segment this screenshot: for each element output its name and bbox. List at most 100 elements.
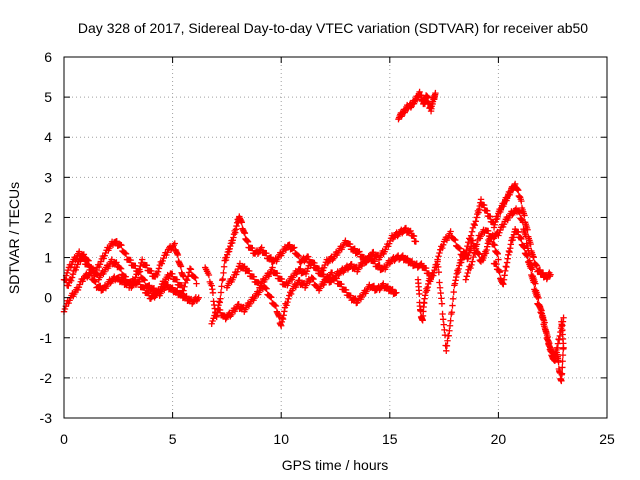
data-point bbox=[244, 238, 252, 245]
data-point bbox=[65, 282, 72, 289]
data-point bbox=[518, 235, 525, 243]
data-point bbox=[148, 267, 155, 275]
data-point bbox=[263, 250, 270, 257]
plot-frame bbox=[63, 56, 608, 419]
data-point bbox=[530, 279, 537, 286]
data-point bbox=[235, 301, 242, 308]
data-point bbox=[76, 248, 83, 255]
data-point bbox=[559, 358, 566, 365]
data-point bbox=[455, 244, 463, 252]
data-point bbox=[467, 232, 475, 239]
data-point bbox=[283, 302, 290, 309]
data-point bbox=[91, 277, 98, 285]
data-point bbox=[267, 254, 275, 261]
y-axis-label: SDTVAR / TECUs bbox=[6, 182, 22, 294]
data-point bbox=[519, 219, 527, 226]
data-point bbox=[435, 268, 443, 276]
data-point bbox=[246, 267, 253, 275]
data-point bbox=[347, 292, 354, 299]
data-point bbox=[356, 248, 363, 255]
series-s10 bbox=[462, 205, 567, 385]
x-tick-label: 5 bbox=[169, 431, 177, 447]
data-point bbox=[521, 244, 528, 251]
data-point bbox=[438, 300, 446, 307]
data-point bbox=[471, 250, 479, 257]
data-point bbox=[495, 256, 502, 263]
data-point bbox=[560, 314, 567, 321]
series-s7 bbox=[395, 88, 439, 123]
data-point bbox=[370, 248, 377, 256]
data-point bbox=[527, 264, 534, 272]
data-point bbox=[195, 294, 202, 301]
data-point bbox=[267, 293, 274, 300]
y-tick-label: 2 bbox=[44, 209, 52, 225]
data-point bbox=[258, 244, 265, 251]
x-axis-label: GPS time / hours bbox=[282, 457, 389, 473]
data-point bbox=[338, 281, 345, 288]
data-point bbox=[471, 221, 479, 229]
data-point bbox=[85, 257, 92, 264]
data-point bbox=[193, 280, 200, 287]
data-point bbox=[559, 364, 566, 371]
data-point bbox=[449, 295, 457, 303]
data-point bbox=[515, 187, 522, 194]
data-point bbox=[276, 313, 283, 321]
y-tick-label: 0 bbox=[44, 290, 52, 306]
data-point bbox=[238, 219, 245, 226]
data-point bbox=[464, 242, 471, 250]
data-point bbox=[217, 289, 225, 296]
x-tick-label: 10 bbox=[273, 431, 289, 447]
data-point bbox=[371, 258, 379, 265]
data-point bbox=[268, 294, 275, 301]
data-point bbox=[113, 238, 120, 245]
data-point bbox=[328, 269, 336, 276]
data-point bbox=[295, 252, 303, 260]
data-point bbox=[219, 275, 227, 283]
data-point bbox=[108, 256, 115, 263]
y-tick-label: 1 bbox=[44, 250, 52, 266]
data-point bbox=[136, 266, 143, 273]
data-point bbox=[220, 263, 228, 270]
data-point bbox=[464, 269, 471, 277]
data-point bbox=[530, 254, 537, 261]
y-tick-label: 6 bbox=[44, 49, 52, 65]
data-point bbox=[450, 288, 457, 296]
data-point bbox=[468, 228, 476, 235]
series-s9 bbox=[434, 180, 554, 283]
data-point bbox=[496, 268, 503, 276]
data-point bbox=[241, 263, 248, 270]
data-point bbox=[135, 269, 142, 276]
data-point bbox=[191, 273, 198, 281]
data-point bbox=[404, 255, 411, 262]
data-point bbox=[439, 244, 446, 252]
data-point bbox=[192, 274, 199, 282]
data-point bbox=[217, 295, 224, 302]
data-point bbox=[263, 285, 270, 292]
data-point bbox=[449, 302, 456, 309]
data-point bbox=[484, 227, 492, 235]
data-point bbox=[220, 269, 227, 277]
data-point bbox=[117, 265, 125, 272]
data-point bbox=[536, 303, 544, 310]
data-point bbox=[121, 249, 129, 257]
data-point bbox=[273, 270, 281, 277]
x-tick-label: 0 bbox=[60, 431, 68, 447]
data-point bbox=[115, 274, 123, 281]
data-point bbox=[448, 309, 456, 316]
data-point bbox=[183, 293, 190, 300]
data-point bbox=[494, 250, 501, 258]
data-point bbox=[272, 302, 280, 310]
series-s5 bbox=[208, 269, 400, 329]
data-point bbox=[424, 94, 431, 101]
data-point bbox=[296, 276, 303, 284]
data-point bbox=[518, 197, 525, 205]
data-point bbox=[555, 358, 562, 366]
data-point bbox=[86, 269, 94, 276]
data-point bbox=[169, 284, 176, 291]
data-point bbox=[472, 245, 480, 253]
data-point bbox=[89, 265, 97, 272]
data-point bbox=[250, 273, 258, 280]
data-points bbox=[60, 88, 567, 385]
y-tick-label: 3 bbox=[44, 169, 52, 185]
